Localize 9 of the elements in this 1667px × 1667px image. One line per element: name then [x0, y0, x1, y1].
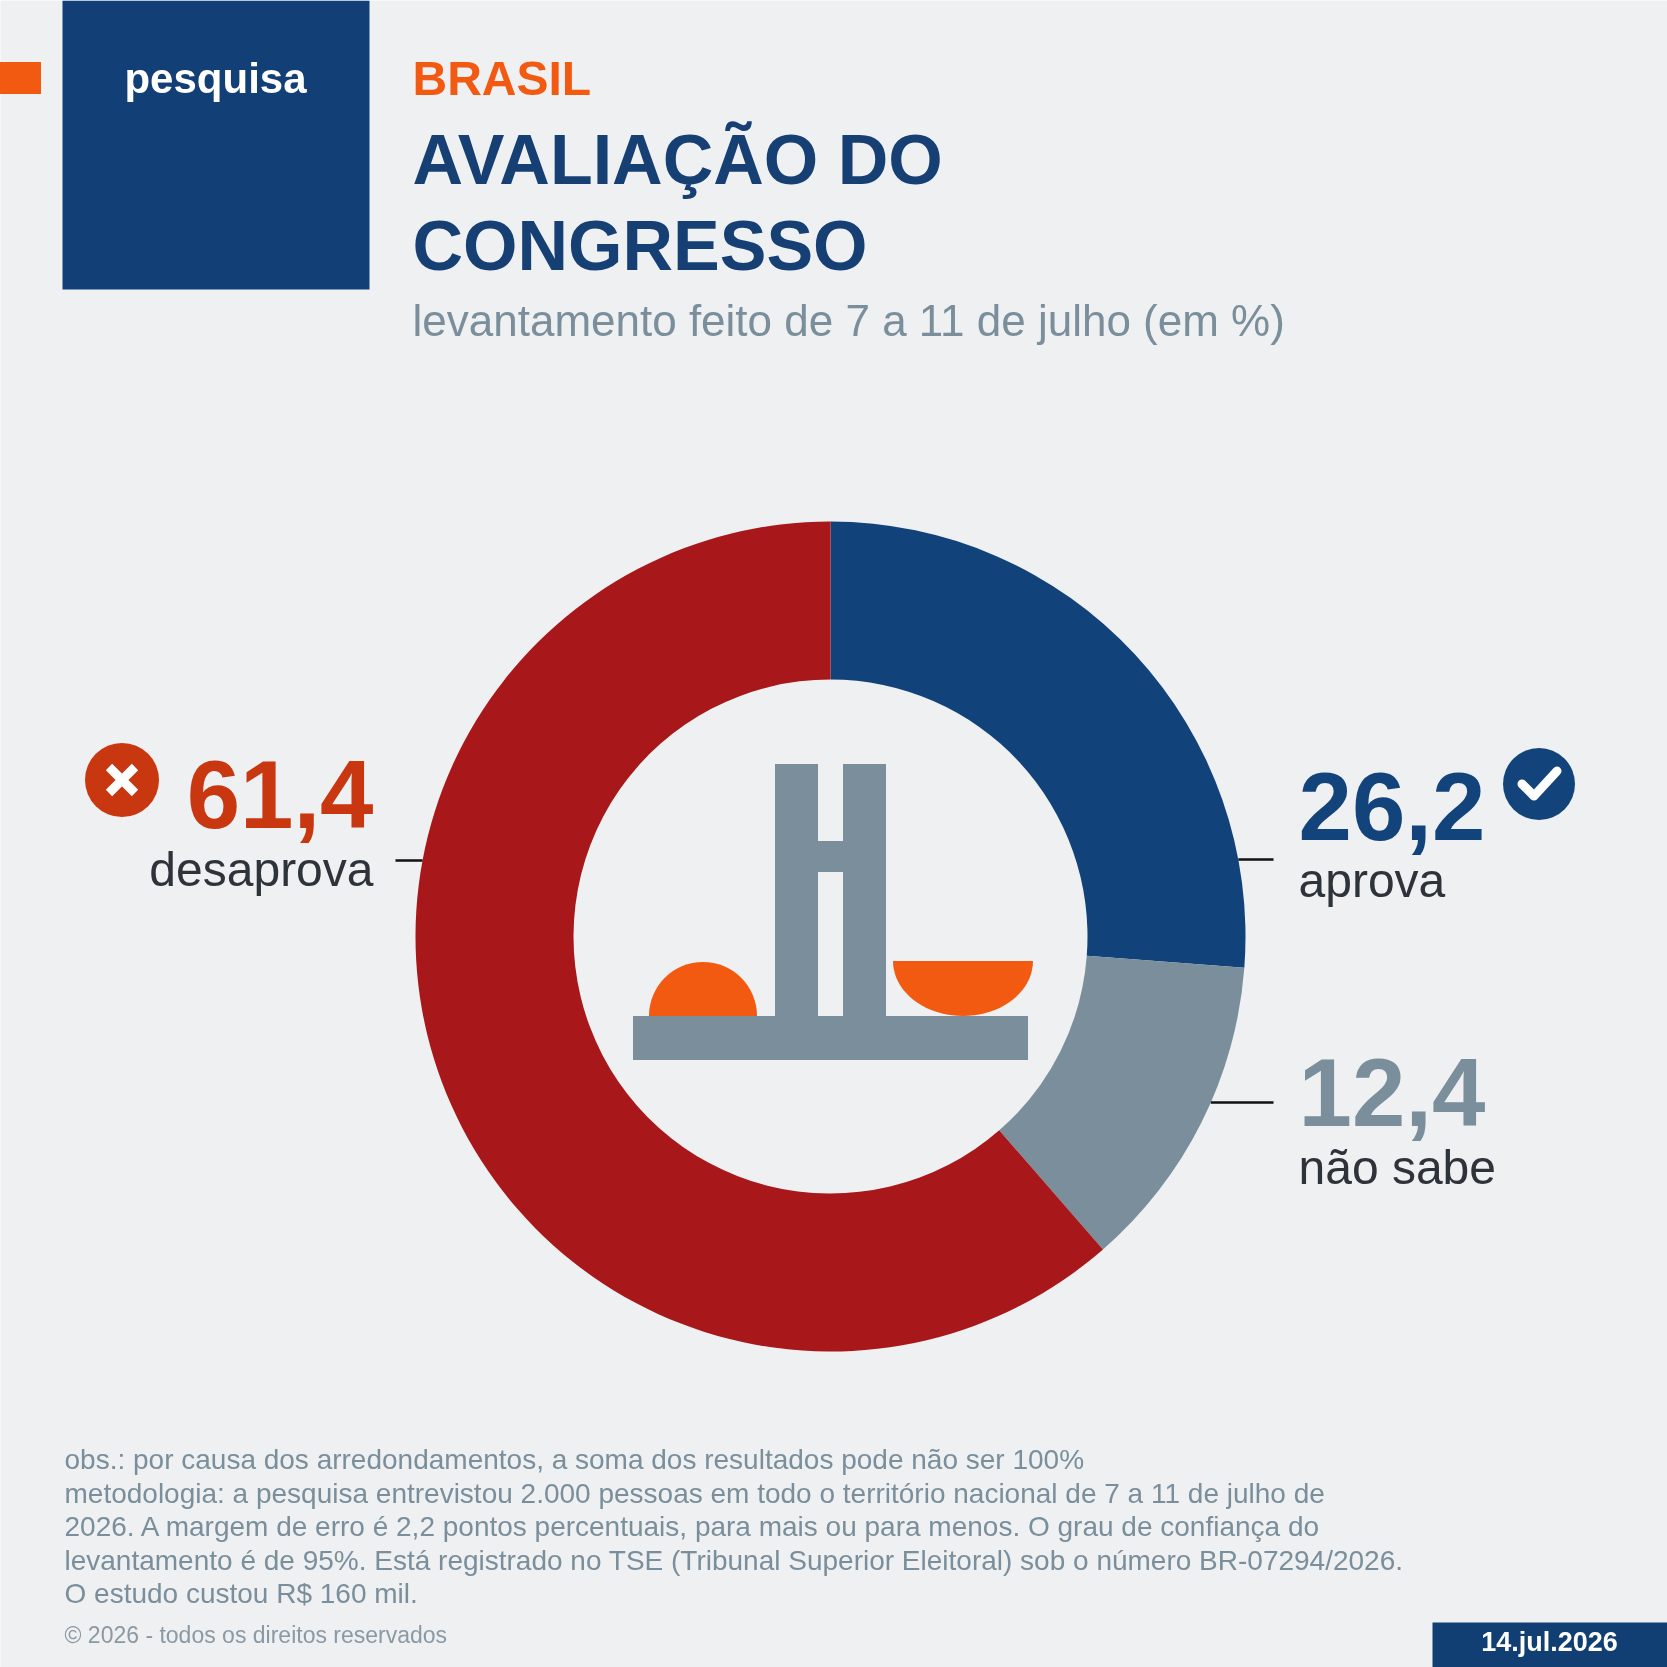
text: pesquisa — [124, 55, 308, 103]
text: BRASIL — [412, 51, 592, 105]
chart-title: AVALIAÇÃO DO CONGRESSO — [412, 120, 943, 285]
text: 14.jul.2026 — [1481, 1627, 1618, 1658]
data-label: 26,2 — [1298, 752, 1486, 860]
text: metodologia: a pesquisa entrevistou 2.000 pessoas em todo o território nacional de 7 a 11 de julho de 2026. A margem de erro é 2,2 pontos percentuais, para mais ou para menos. O grau de confiança do levantamento é de 95%. Está registrado no TSE (Tribunal Superior Eleitoral) sob o número BR-07294/2026. O estudo custou R$ 160 mil. — [64, 1477, 1404, 1610]
text: © 2026 - todos os direitos reservados — [64, 1621, 448, 1648]
chart-subtitle: levantamento feito de 7 a 11 de julho (em %) — [412, 296, 1285, 346]
text: obs.: por causa dos arredondamentos, a soma dos resultados pode não ser 100% — [64, 1444, 1085, 1476]
